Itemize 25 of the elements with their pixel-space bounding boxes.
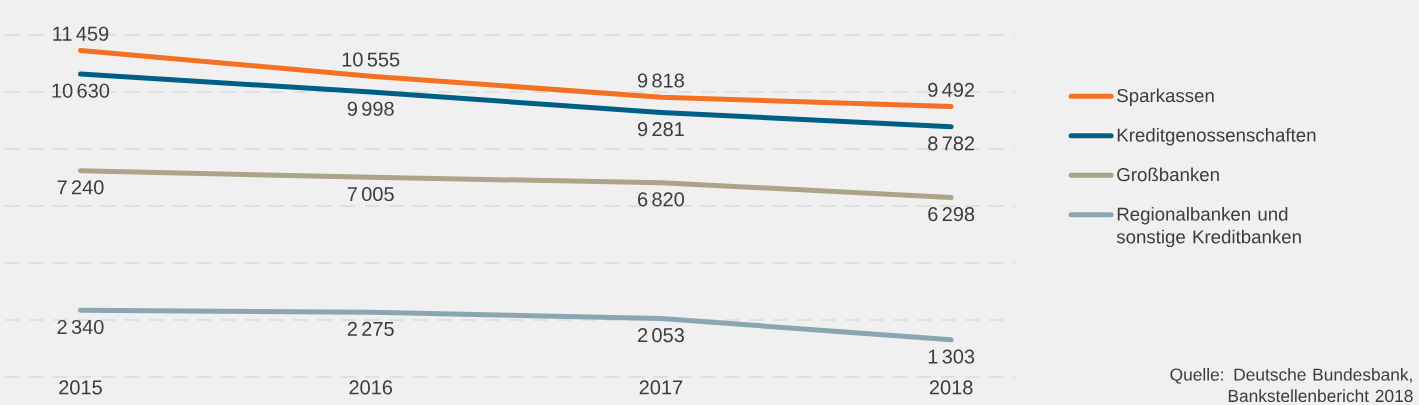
x-tick-label: 2018 — [929, 380, 973, 395]
data-label: 6 820 — [638, 192, 685, 207]
data-label: 2 340 — [57, 319, 104, 335]
x-tick-label: 2015 — [59, 380, 102, 395]
data-label: 2 275 — [347, 321, 394, 336]
data-label: 8 782 — [928, 136, 975, 151]
data-label: 9 818 — [637, 73, 684, 88]
x-tick-label: 2017 — [639, 380, 683, 395]
data-label: 9 281 — [637, 122, 684, 137]
legend-label: Sparkassen — [1117, 88, 1214, 106]
data-label: 10 555 — [342, 52, 400, 67]
x-tick-label: 2016 — [349, 380, 393, 395]
legend-label: Großbanken — [1117, 167, 1219, 182]
legend-label: Kreditgenossenschaften — [1117, 128, 1316, 146]
data-label: 7 240 — [57, 180, 104, 195]
data-label: 6 298 — [928, 207, 975, 222]
data-label: 2 053 — [638, 328, 684, 343]
data-label: 9 998 — [347, 101, 394, 116]
source-note: Quelle: Deutsche Bundesbank, Bankstellenbericht 2018 — [1170, 368, 1413, 403]
data-label: 1 303 — [928, 349, 975, 364]
data-label: 11 459 — [53, 26, 109, 41]
data-label: 9 492 — [928, 82, 975, 97]
data-label: 7 005 — [347, 186, 394, 202]
data-label: 10 630 — [52, 83, 110, 98]
legend-label: Regionalbanken und sonstige Kreditbanken — [1116, 207, 1301, 248]
